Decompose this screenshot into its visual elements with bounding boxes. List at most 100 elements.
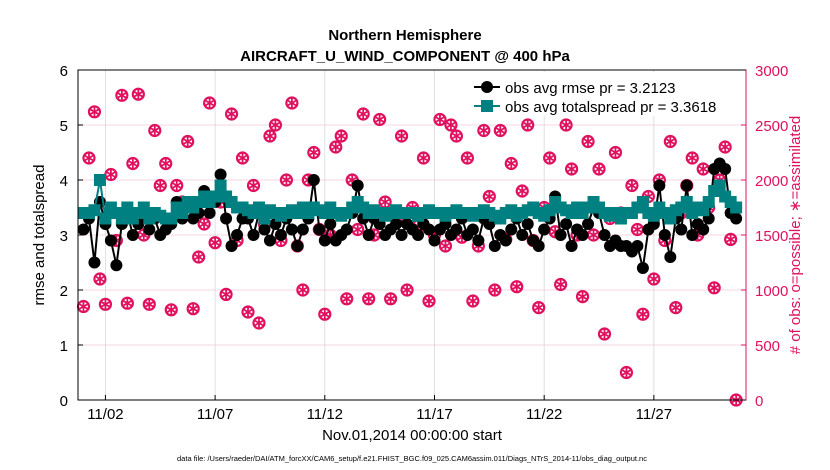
obs-assimilated-marker xyxy=(631,223,644,236)
asterisk-stroke xyxy=(719,143,731,151)
asterisk-stroke xyxy=(297,286,309,294)
obs-assimilated-marker xyxy=(489,284,501,296)
asterisk-stroke xyxy=(439,242,452,250)
asterisk-stroke xyxy=(182,137,194,146)
asterisk-stroke xyxy=(544,154,556,162)
obs-assimilated-marker xyxy=(417,152,430,164)
obs-assimilated-marker xyxy=(335,130,347,142)
rmse-point xyxy=(538,223,551,236)
obs-assimilated-marker xyxy=(105,168,117,181)
rmse-point xyxy=(412,229,425,241)
asterisk-stroke xyxy=(242,308,254,316)
y-tick-label: 5 xyxy=(60,118,68,135)
rmse-point xyxy=(104,234,117,247)
spread-point xyxy=(702,196,715,208)
rmse-point xyxy=(686,229,699,241)
asterisk-stroke xyxy=(88,108,101,116)
obs-assimilated-marker xyxy=(664,135,676,148)
asterisk-stroke xyxy=(582,137,594,146)
rmse-point xyxy=(258,223,271,236)
spread-point xyxy=(713,179,726,192)
obs-assimilated-marker xyxy=(182,135,194,148)
asterisk-stroke xyxy=(373,115,386,124)
asterisk-stroke xyxy=(127,159,139,168)
asterisk-stroke xyxy=(269,121,282,129)
obs-assimilated-marker xyxy=(494,124,506,137)
asterisk-stroke xyxy=(483,192,495,201)
rmse-point xyxy=(324,218,337,230)
rmse-point xyxy=(340,223,353,236)
obs-assimilated-marker xyxy=(280,174,293,186)
asterisk-stroke xyxy=(648,275,660,283)
obs-assimilated-marker xyxy=(478,124,490,137)
rmse-point xyxy=(220,212,233,225)
asterisk-stroke xyxy=(225,110,238,118)
asterisk-stroke xyxy=(138,231,150,239)
obs-assimilated-marker xyxy=(384,292,397,305)
obs-assimilated-marker xyxy=(253,317,265,329)
obs-assimilated-marker xyxy=(242,306,254,318)
obs-assimilated-marker xyxy=(544,152,556,164)
rmse-point xyxy=(307,174,320,186)
asterisk-stroke xyxy=(401,286,413,294)
rmse-point xyxy=(88,256,101,269)
spread-point xyxy=(88,204,101,217)
rmse-point xyxy=(521,218,534,230)
rmse-point xyxy=(231,229,244,241)
rmse-point xyxy=(126,229,139,241)
spread-point xyxy=(93,174,106,186)
legend-label: obs avg rmse pr = 3.2123 xyxy=(505,80,676,97)
rmse-point xyxy=(664,251,677,263)
obs-assimilated-marker xyxy=(483,190,495,203)
obs-assimilated-marker xyxy=(522,119,534,131)
obs-assimilated-marker xyxy=(154,179,166,192)
y-tick-label: 2 xyxy=(60,283,68,300)
rmse-point xyxy=(636,262,649,274)
asterisk-stroke xyxy=(598,330,611,338)
y2-tick-label: 2500 xyxy=(755,118,788,135)
rmse-point xyxy=(680,179,693,192)
asterisk-stroke xyxy=(105,170,117,179)
obs-assimilated-marker xyxy=(450,130,463,142)
asterisk-stroke xyxy=(280,176,293,184)
rmse-point xyxy=(274,229,287,241)
rmse-point xyxy=(488,240,501,252)
legend-marker xyxy=(481,100,493,112)
asterisk-stroke xyxy=(308,148,320,157)
obs-assimilated-marker xyxy=(357,108,369,120)
spread-point xyxy=(214,179,227,192)
rmse-point xyxy=(719,163,732,175)
rmse-point xyxy=(318,234,331,247)
asterisk-stroke xyxy=(379,198,391,206)
y-tick-label: 1 xyxy=(60,338,68,355)
asterisk-stroke xyxy=(445,121,457,129)
obs-assimilated-marker xyxy=(708,281,720,294)
obs-assimilated-marker xyxy=(149,124,161,137)
asterisk-stroke xyxy=(330,143,342,151)
x-tick-label: 11/07 xyxy=(197,406,233,423)
spread-point xyxy=(680,196,693,208)
obs-assimilated-marker xyxy=(565,163,578,175)
y-tick-label: 4 xyxy=(60,173,68,190)
rmse-point xyxy=(565,240,578,252)
obs-assimilated-marker xyxy=(533,301,545,314)
obs-assimilated-marker xyxy=(209,236,221,249)
asterisk-stroke xyxy=(560,121,572,129)
legend: obs avg rmse pr = 3.2123 obs avg totalspr… xyxy=(470,72,744,116)
plot-area: 0 500 1000 1500 2000 2500 3000 0 1 2 3 4 5 6 11/02 11/0… xyxy=(60,63,789,423)
rmse-point xyxy=(110,259,123,272)
y2-tick-label: 1500 xyxy=(755,228,788,245)
obs-assimilated-marker xyxy=(593,163,605,175)
obs-assimilated-marker xyxy=(308,146,320,159)
obs-assimilated-marker xyxy=(554,278,567,291)
obs-assimilated-marker xyxy=(445,119,457,131)
asterisk-stroke xyxy=(132,90,144,98)
obs-assimilated-marker xyxy=(236,152,249,164)
obs-assimilated-marker xyxy=(379,196,391,208)
rmse-point xyxy=(390,218,403,230)
y2-tick-label: 2000 xyxy=(755,173,788,190)
rmse-point xyxy=(658,229,671,241)
rmse-point xyxy=(225,240,238,252)
obs-assimilated-marker xyxy=(220,288,232,301)
rmse-point xyxy=(730,212,743,225)
